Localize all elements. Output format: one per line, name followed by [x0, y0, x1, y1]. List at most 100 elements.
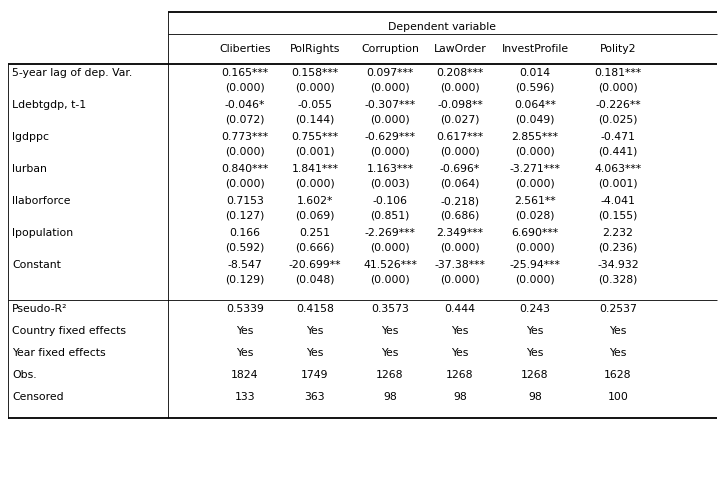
Text: Constant: Constant — [12, 260, 61, 270]
Text: Yes: Yes — [526, 326, 544, 336]
Text: 0.014: 0.014 — [519, 68, 550, 78]
Text: 0.165***: 0.165*** — [221, 68, 268, 78]
Text: (0.064): (0.064) — [440, 178, 480, 188]
Text: Country fixed effects: Country fixed effects — [12, 326, 126, 336]
Text: (0.000): (0.000) — [225, 146, 265, 156]
Text: (0.048): (0.048) — [295, 274, 335, 284]
Text: (0.000): (0.000) — [225, 82, 265, 92]
Text: (0.127): (0.127) — [225, 210, 265, 220]
Text: (0.144): (0.144) — [295, 114, 335, 124]
Text: lurban: lurban — [12, 164, 47, 174]
Text: -37.38***: -37.38*** — [434, 260, 486, 270]
Text: 2.232: 2.232 — [602, 228, 634, 238]
Text: (0.596): (0.596) — [515, 82, 555, 92]
Text: -0.226**: -0.226** — [595, 100, 641, 110]
Text: -34.932: -34.932 — [597, 260, 639, 270]
Text: LawOrder: LawOrder — [434, 44, 486, 54]
Text: 133: 133 — [235, 392, 255, 402]
Text: 0.755***: 0.755*** — [291, 132, 339, 142]
Text: lgdppc: lgdppc — [12, 132, 49, 142]
Text: 0.617***: 0.617*** — [436, 132, 484, 142]
Text: Yes: Yes — [526, 348, 544, 358]
Text: 1824: 1824 — [231, 370, 259, 380]
Text: (0.000): (0.000) — [440, 242, 480, 252]
Text: 0.773***: 0.773*** — [221, 132, 268, 142]
Text: 0.166: 0.166 — [230, 228, 260, 238]
Text: 6.690***: 6.690*** — [511, 228, 558, 238]
Text: 0.208***: 0.208*** — [436, 68, 484, 78]
Text: 0.097***: 0.097*** — [366, 68, 414, 78]
Text: (0.027): (0.027) — [440, 114, 480, 124]
Text: Yes: Yes — [306, 326, 323, 336]
Text: (0.000): (0.000) — [370, 274, 410, 284]
Text: Cliberties: Cliberties — [219, 44, 270, 54]
Text: Yes: Yes — [236, 348, 254, 358]
Text: 1.163***: 1.163*** — [367, 164, 413, 174]
Text: 0.4158: 0.4158 — [296, 304, 334, 314]
Text: Censored: Censored — [12, 392, 64, 402]
Text: (0.072): (0.072) — [225, 114, 265, 124]
Text: InvestProfile: InvestProfile — [502, 44, 568, 54]
Text: PolRights: PolRights — [290, 44, 340, 54]
Text: (0.000): (0.000) — [515, 178, 555, 188]
Text: (0.000): (0.000) — [370, 82, 410, 92]
Text: (0.000): (0.000) — [515, 146, 555, 156]
Text: 0.7153: 0.7153 — [226, 196, 264, 206]
Text: 0.181***: 0.181*** — [594, 68, 642, 78]
Text: -4.041: -4.041 — [600, 196, 635, 206]
Text: Yes: Yes — [381, 348, 399, 358]
Text: (0.000): (0.000) — [440, 274, 480, 284]
Text: lpopulation: lpopulation — [12, 228, 73, 238]
Text: 0.064**: 0.064** — [514, 100, 556, 110]
Text: (0.592): (0.592) — [225, 242, 265, 252]
Text: llaborforce: llaborforce — [12, 196, 70, 206]
Text: (0.000): (0.000) — [598, 82, 638, 92]
Text: (0.028): (0.028) — [515, 210, 555, 220]
Text: (0.236): (0.236) — [598, 242, 638, 252]
Text: Yes: Yes — [381, 326, 399, 336]
Text: -0.629***: -0.629*** — [365, 132, 415, 142]
Text: (0.001): (0.001) — [598, 178, 638, 188]
Text: 0.251: 0.251 — [299, 228, 331, 238]
Text: (0.000): (0.000) — [440, 146, 480, 156]
Text: Yes: Yes — [451, 348, 468, 358]
Text: (0.666): (0.666) — [295, 242, 335, 252]
Text: 2.349***: 2.349*** — [436, 228, 484, 238]
Text: Year fixed effects: Year fixed effects — [12, 348, 106, 358]
Text: -3.271***: -3.271*** — [510, 164, 560, 174]
Text: Yes: Yes — [609, 326, 626, 336]
Text: (0.000): (0.000) — [225, 178, 265, 188]
Text: Corruption: Corruption — [361, 44, 419, 54]
Text: Yes: Yes — [306, 348, 323, 358]
Text: (0.000): (0.000) — [440, 82, 480, 92]
Text: (0.441): (0.441) — [598, 146, 638, 156]
Text: (0.328): (0.328) — [598, 274, 638, 284]
Text: (0.001): (0.001) — [295, 146, 335, 156]
Text: -0.471: -0.471 — [600, 132, 635, 142]
Text: 4.063***: 4.063*** — [594, 164, 642, 174]
Text: 1.602*: 1.602* — [297, 196, 334, 206]
Text: 98: 98 — [453, 392, 467, 402]
Text: -0.098**: -0.098** — [437, 100, 483, 110]
Text: 1628: 1628 — [604, 370, 631, 380]
Text: 1268: 1268 — [521, 370, 549, 380]
Text: (0.025): (0.025) — [598, 114, 638, 124]
Text: (0.049): (0.049) — [515, 114, 555, 124]
Text: Polity2: Polity2 — [600, 44, 637, 54]
Text: (0.000): (0.000) — [515, 242, 555, 252]
Text: (0.000): (0.000) — [370, 242, 410, 252]
Text: -0.046*: -0.046* — [225, 100, 265, 110]
Text: (0.129): (0.129) — [225, 274, 265, 284]
Text: 0.2537: 0.2537 — [599, 304, 637, 314]
Text: (0.000): (0.000) — [295, 178, 335, 188]
Text: Yes: Yes — [609, 348, 626, 358]
Text: -8.547: -8.547 — [228, 260, 262, 270]
Text: -0.696*: -0.696* — [440, 164, 480, 174]
Text: 363: 363 — [304, 392, 326, 402]
Text: Ldebtgdp, t-1: Ldebtgdp, t-1 — [12, 100, 86, 110]
Text: -25.94***: -25.94*** — [510, 260, 560, 270]
Text: -0.055: -0.055 — [297, 100, 333, 110]
Text: (0.069): (0.069) — [295, 210, 335, 220]
Text: 0.243: 0.243 — [520, 304, 550, 314]
Text: 5-year lag of dep. Var.: 5-year lag of dep. Var. — [12, 68, 132, 78]
